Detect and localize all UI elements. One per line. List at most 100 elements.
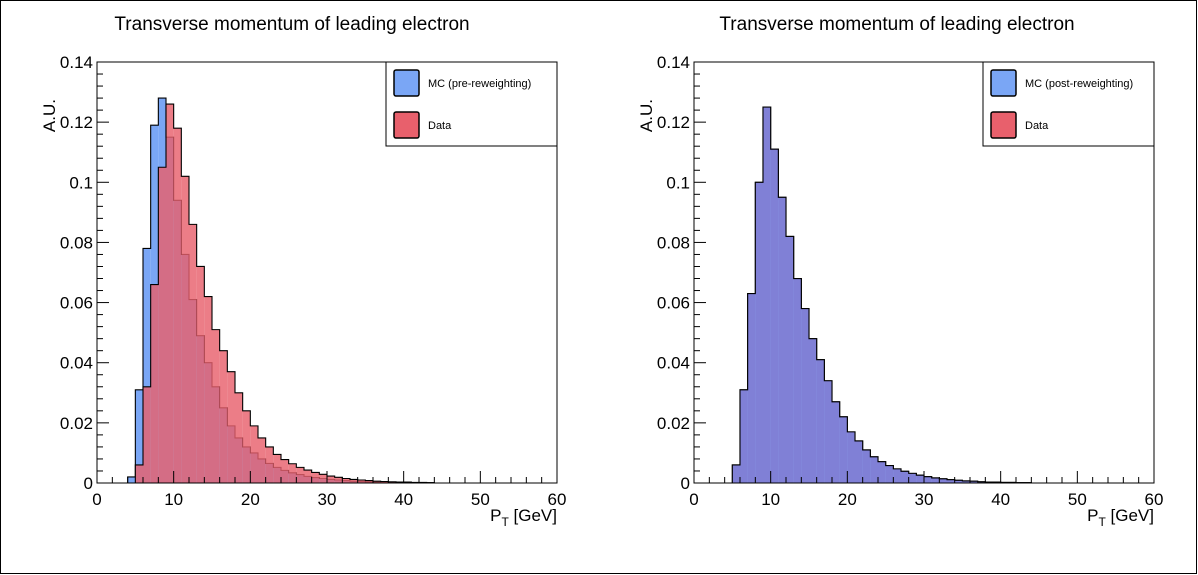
histogram-bin — [135, 389, 143, 483]
legend-swatch-data — [990, 111, 1017, 139]
legend-label-data: Data — [428, 120, 452, 132]
histogram-bin — [970, 481, 978, 483]
histogram-bin — [801, 308, 809, 483]
histogram-bin — [143, 248, 151, 483]
histogram-bin — [816, 359, 825, 483]
histogram-bin — [365, 480, 373, 483]
legend-swatch-data — [393, 111, 420, 139]
y-tick-label: 0.02 — [60, 414, 93, 433]
histogram-bin — [832, 401, 840, 483]
x-tick-label: 30 — [318, 490, 337, 509]
histogram-bin — [931, 477, 940, 483]
x-tick-label: 0 — [92, 490, 101, 509]
histogram-bin — [786, 236, 794, 483]
y-tick-label: 0.04 — [60, 354, 93, 373]
x-tick-label: 60 — [548, 490, 567, 509]
y-tick-label: 0.04 — [657, 354, 690, 373]
histogram-bin — [173, 128, 182, 483]
histogram-bin — [885, 465, 894, 483]
histogram-bin — [740, 389, 748, 483]
right-chart-panel: Transverse momentum of leading electron … — [637, 14, 1163, 529]
y-tick-label: 0 — [84, 474, 93, 493]
legend: MC (post-reweighting) Data — [982, 61, 1155, 147]
histogram-bin — [839, 416, 848, 483]
y-axis-label: A.U. — [40, 99, 59, 132]
legend-swatch-mc — [393, 69, 420, 97]
y-tick-label: 0.06 — [60, 294, 93, 313]
y-tick-label: 0.14 — [60, 53, 93, 72]
histogram-outline — [134, 103, 435, 484]
chart-title: Transverse momentum of leading electron — [114, 14, 469, 35]
histogram-bin — [227, 371, 235, 483]
histogram-bin — [770, 149, 779, 483]
histogram-bin — [763, 107, 771, 483]
histogram-bin — [380, 481, 389, 483]
left-chart-panel: Transverse momentum of leading electron … — [40, 14, 566, 529]
histogram-outline — [731, 106, 1032, 484]
x-tick-label: 40 — [991, 490, 1010, 509]
histogram-bin — [166, 104, 174, 483]
histogram-bin — [281, 459, 289, 483]
x-axis-label: PT [GeV] — [490, 506, 557, 529]
y-tick-label: 0 — [681, 474, 690, 493]
histogram-bin — [273, 454, 281, 483]
histogram-bin — [242, 410, 251, 483]
histogram-bin — [304, 470, 312, 483]
histogram-bin — [296, 467, 304, 483]
histogram-bin — [388, 481, 396, 483]
chart-title: Transverse momentum of leading electron — [719, 14, 1074, 35]
histogram-bin — [158, 167, 166, 483]
histogram-bin — [747, 293, 756, 483]
histogram-bin — [778, 197, 786, 484]
y-tick-label: 0.14 — [657, 53, 690, 72]
histogram-bin — [235, 392, 243, 483]
y-tick-label: 0.12 — [60, 113, 93, 132]
histogram-bin — [212, 329, 220, 483]
histogram-bin — [755, 182, 763, 484]
y-tick-label: 0.1 — [666, 173, 690, 192]
histogram-bin — [977, 481, 986, 483]
histogram-bin — [893, 468, 901, 483]
histogram-bin — [135, 464, 143, 483]
histogram-bin — [878, 461, 886, 483]
histogram-bin — [219, 350, 228, 483]
histogram-bin — [311, 472, 320, 483]
x-axis-label: PT [GeV] — [1087, 506, 1154, 529]
y-axis-label: A.U. — [637, 99, 656, 132]
histogram-bin — [901, 471, 909, 483]
histogram-bin — [809, 338, 817, 483]
histogram-bin — [150, 284, 159, 483]
histogram-bin — [350, 479, 358, 483]
legend-label-data: Data — [1025, 120, 1049, 132]
axes: 0 10 20 30 40 50 60 0 0.02 0.04 0.06 0.08 0.1 0.12 0.1… — [60, 53, 567, 509]
x-tick-label: 0 — [689, 490, 698, 509]
histogram-bin — [947, 479, 955, 483]
y-tick-label: 0.02 — [657, 414, 690, 433]
histogram-bin — [954, 480, 963, 483]
legend: MC (pre-reweighting) Data — [385, 61, 558, 147]
histogram-bin — [870, 456, 878, 483]
histogram-bin — [258, 437, 266, 483]
histogram-bin — [181, 176, 189, 483]
y-tick-label: 0.08 — [657, 233, 690, 252]
x-tick-label: 20 — [241, 490, 260, 509]
histogram-bin — [732, 464, 740, 483]
histogram-bin — [862, 449, 871, 483]
histogram-bin — [908, 473, 917, 483]
y-tick-label: 0.12 — [657, 113, 690, 132]
histogram-bin — [939, 478, 947, 483]
histogram-bin — [288, 463, 297, 483]
axes: 0 10 20 30 40 50 60 0 0.02 0.04 0.06 0.08 0.1 0.12 0.1… — [657, 53, 1164, 509]
histogram-bin — [847, 431, 855, 483]
histogram-bin — [204, 296, 212, 483]
x-tick-label: 50 — [471, 490, 490, 509]
histogram-bin — [793, 278, 802, 483]
y-tick-label: 0.06 — [657, 294, 690, 313]
histogram-bin — [916, 475, 924, 483]
histogram-bin — [189, 224, 197, 483]
histogram-bin — [924, 476, 932, 483]
histogram-bin — [357, 479, 366, 483]
histogram-bin — [196, 266, 205, 483]
histogram-bin — [962, 480, 970, 483]
